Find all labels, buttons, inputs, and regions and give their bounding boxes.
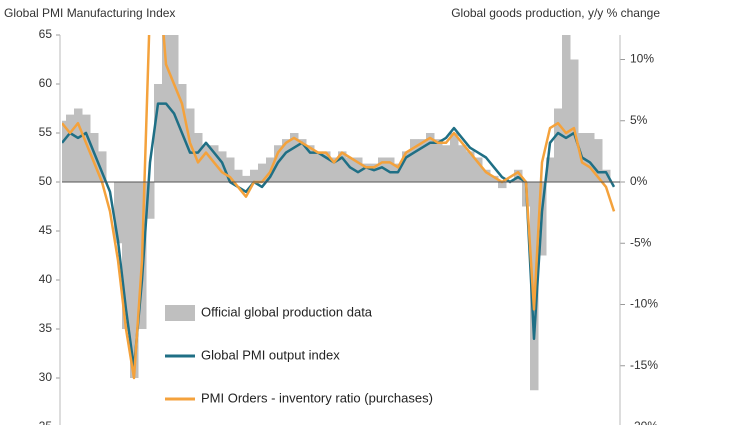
bar — [98, 151, 107, 182]
y-tick-label: 40 — [39, 272, 53, 286]
y-tick-label: 45 — [39, 223, 53, 237]
bar — [594, 139, 603, 182]
bar — [162, 35, 171, 182]
bar — [442, 145, 451, 182]
y-tick-label: 25 — [39, 419, 53, 425]
bar — [258, 163, 267, 182]
bar — [130, 182, 139, 378]
line — [62, 102, 616, 370]
bar — [114, 182, 123, 244]
bar — [346, 157, 355, 182]
bar — [306, 145, 315, 182]
bar — [434, 139, 443, 182]
y-tick-label: 60 — [39, 76, 53, 90]
bar — [242, 175, 251, 182]
bar — [66, 114, 75, 182]
bar — [378, 157, 387, 182]
y2-tick-label: -20% — [630, 419, 658, 425]
bar — [202, 145, 211, 182]
bar — [234, 169, 243, 182]
bar — [290, 133, 299, 182]
bar — [570, 59, 579, 182]
bar — [362, 163, 371, 182]
y2-tick-label: -10% — [630, 297, 658, 311]
lines — [62, 35, 616, 380]
bar — [194, 133, 203, 182]
bar — [62, 120, 67, 182]
bar — [90, 133, 99, 182]
y2-tick-label: 5% — [630, 113, 648, 127]
bar — [546, 157, 555, 182]
bar — [122, 182, 131, 329]
bar — [146, 182, 155, 219]
bar — [554, 108, 563, 182]
bar — [482, 169, 491, 182]
bar — [298, 139, 307, 182]
bar — [562, 35, 571, 182]
bar — [450, 133, 459, 182]
bar — [314, 151, 323, 182]
bar — [474, 157, 483, 182]
bar — [458, 145, 467, 182]
chart-title: Global PMI Manufacturing Index — [4, 6, 175, 20]
bar — [426, 133, 435, 182]
bar — [586, 133, 595, 182]
bar — [250, 169, 259, 182]
y-tick-label: 30 — [39, 370, 53, 384]
y2-title: Global goods production, y/y % change — [451, 6, 660, 20]
bar — [402, 151, 411, 182]
legend-label: Official global production data — [201, 304, 373, 319]
bar — [354, 157, 363, 182]
bar — [370, 163, 379, 182]
y-tick-label: 55 — [39, 125, 53, 139]
legend-label: Global PMI output index — [201, 347, 340, 362]
bar — [170, 35, 179, 182]
bar — [338, 151, 347, 182]
bar — [602, 169, 611, 182]
bar — [490, 175, 499, 182]
bar — [418, 139, 427, 182]
y2-tick-label: -15% — [630, 358, 658, 372]
bar — [282, 139, 291, 182]
legend-swatch — [165, 305, 195, 321]
bar — [410, 139, 419, 182]
bar — [330, 157, 339, 182]
bar — [514, 169, 523, 182]
y2-tick-label: 10% — [630, 52, 654, 66]
y-tick-label: 50 — [39, 174, 53, 188]
y2-tick-label: -5% — [630, 235, 652, 249]
y-tick-label: 35 — [39, 321, 53, 335]
bar — [226, 157, 235, 182]
bar — [322, 151, 331, 182]
line — [62, 35, 616, 380]
legend-label: PMI Orders - inventory ratio (purchases) — [201, 390, 433, 405]
bar — [74, 108, 83, 182]
bar — [154, 84, 163, 182]
bar — [218, 151, 227, 182]
bar — [466, 151, 475, 182]
bar — [82, 114, 91, 182]
y2-tick-label: 0% — [630, 174, 648, 188]
bar — [386, 157, 395, 182]
bar — [498, 182, 507, 189]
y-tick-label: 65 — [39, 27, 53, 41]
